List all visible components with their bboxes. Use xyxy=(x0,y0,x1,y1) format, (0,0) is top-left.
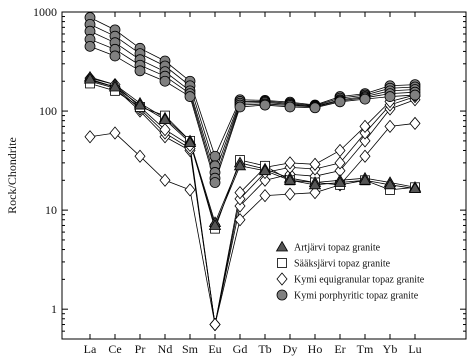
data-point-kymi-por xyxy=(359,93,371,105)
data-point-kymi-eq xyxy=(184,183,196,197)
data-point-kymi-por xyxy=(309,102,321,114)
plot-frame xyxy=(61,11,467,340)
x-tick-label-yb: Yb xyxy=(383,342,398,356)
data-point-kymi-eq xyxy=(159,173,171,187)
legend-label-artjarvi: Artjärvi topaz granite xyxy=(294,243,381,254)
data-point-kymi-eq xyxy=(234,199,246,213)
legend-marker-saaksjarvi xyxy=(277,258,287,268)
data-point-kymi-eq xyxy=(359,134,371,148)
data-point-kymi-por xyxy=(334,96,346,108)
data-point-kymi-eq xyxy=(159,122,171,137)
series-line-kymi-eq xyxy=(89,79,416,325)
data-point-kymi-eq xyxy=(209,317,221,332)
data-point-artjarvi xyxy=(333,176,347,187)
data-point-kymi-eq xyxy=(234,213,246,227)
data-point-artjarvi xyxy=(408,182,422,193)
x-tick-label-tb: Tb xyxy=(258,342,271,356)
x-tick-label-tm: Tm xyxy=(357,342,374,356)
data-point-kymi-eq xyxy=(409,116,421,131)
series-line-kymi-eq xyxy=(89,123,416,325)
data-point-kymi-eq xyxy=(259,189,271,203)
data-point-artjarvi xyxy=(308,178,322,190)
legend-label-kymi-por: Kymi porphyritic topaz granite xyxy=(294,291,419,302)
x-tick-label-ce: Ce xyxy=(108,342,121,356)
x-tick-label-eu: Eu xyxy=(208,342,221,356)
data-point-artjarvi xyxy=(183,136,197,148)
x-tick-label-dy: Dy xyxy=(283,342,298,356)
data-point-kymi-por xyxy=(209,177,221,188)
data-point-kymi-por xyxy=(259,99,271,111)
data-point-artjarvi xyxy=(108,80,122,92)
x-tick-label-lu: Lu xyxy=(408,342,421,356)
data-point-artjarvi xyxy=(383,178,397,190)
data-point-artjarvi xyxy=(83,72,97,84)
data-point-kymi-eq xyxy=(284,156,296,170)
x-tick-label-ho: Ho xyxy=(308,342,323,356)
data-point-kymi-eq xyxy=(309,157,321,171)
data-point-kymi-por xyxy=(159,75,171,87)
data-point-kymi-eq xyxy=(84,130,96,144)
x-tick-label-gd: Gd xyxy=(233,342,248,356)
y-tick-label: 100 xyxy=(39,104,57,118)
data-point-artjarvi xyxy=(358,174,372,185)
data-point-kymi-eq xyxy=(359,149,371,163)
data-point-kymi-eq xyxy=(359,119,371,134)
data-point-kymi-por xyxy=(184,91,196,102)
legend-label-kymi-eq: Kymi equigranular topaz granite xyxy=(294,275,425,286)
data-point-kymi-eq xyxy=(334,143,346,158)
data-point-kymi-por xyxy=(209,150,221,162)
data-point-artjarvi xyxy=(158,113,172,124)
data-point-kymi-por xyxy=(84,40,96,52)
data-point-kymi-por xyxy=(234,101,246,113)
data-point-kymi-eq xyxy=(259,173,271,187)
data-point-kymi-eq xyxy=(384,119,396,134)
x-tick-label-la: La xyxy=(84,342,97,356)
data-point-kymi-por xyxy=(284,101,296,113)
x-tick-label-nd: Nd xyxy=(158,342,173,356)
data-point-kymi-eq xyxy=(359,126,371,140)
y-tick-label: 1 xyxy=(51,302,57,316)
y-tick-label: 1000 xyxy=(33,5,57,19)
series-line-kymi-eq xyxy=(89,80,416,325)
data-point-kymi-por xyxy=(134,65,146,77)
y-axis-title: Rock/Chondrite xyxy=(5,137,19,214)
data-point-artjarvi xyxy=(283,174,297,185)
x-tick-label-pr: Pr xyxy=(135,342,146,356)
data-point-kymi-eq xyxy=(109,126,121,140)
data-point-kymi-por xyxy=(109,50,121,62)
data-point-kymi-por xyxy=(384,91,396,102)
legend-marker-artjarvi xyxy=(275,240,289,252)
data-point-kymi-eq xyxy=(309,186,321,200)
y-tick-label: 10 xyxy=(45,203,57,217)
data-point-artjarvi xyxy=(258,164,272,176)
legend-label-saaksjarvi: Sääksjärvi topaz granite xyxy=(294,259,391,270)
legend-marker-kymi-por xyxy=(276,289,288,301)
data-point-artjarvi xyxy=(233,159,247,171)
data-point-kymi-eq xyxy=(234,186,246,200)
legend-marker-kymi-eq xyxy=(276,272,288,286)
data-point-kymi-eq xyxy=(134,149,146,163)
data-point-artjarvi xyxy=(133,98,147,110)
data-point-kymi-eq xyxy=(284,187,296,201)
x-tick-label-er: Er xyxy=(334,342,345,356)
x-tick-label-sm: Sm xyxy=(182,342,199,356)
data-point-artjarvi xyxy=(208,219,222,230)
data-point-kymi-eq xyxy=(334,156,346,170)
data-point-kymi-por xyxy=(409,89,421,101)
